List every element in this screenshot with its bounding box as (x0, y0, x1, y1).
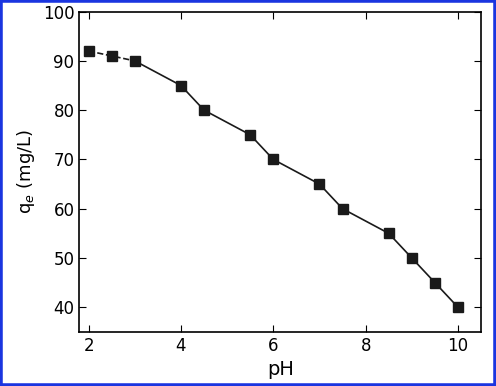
Y-axis label: q$_e$ (mg/L): q$_e$ (mg/L) (15, 129, 37, 214)
X-axis label: pH: pH (267, 361, 294, 379)
